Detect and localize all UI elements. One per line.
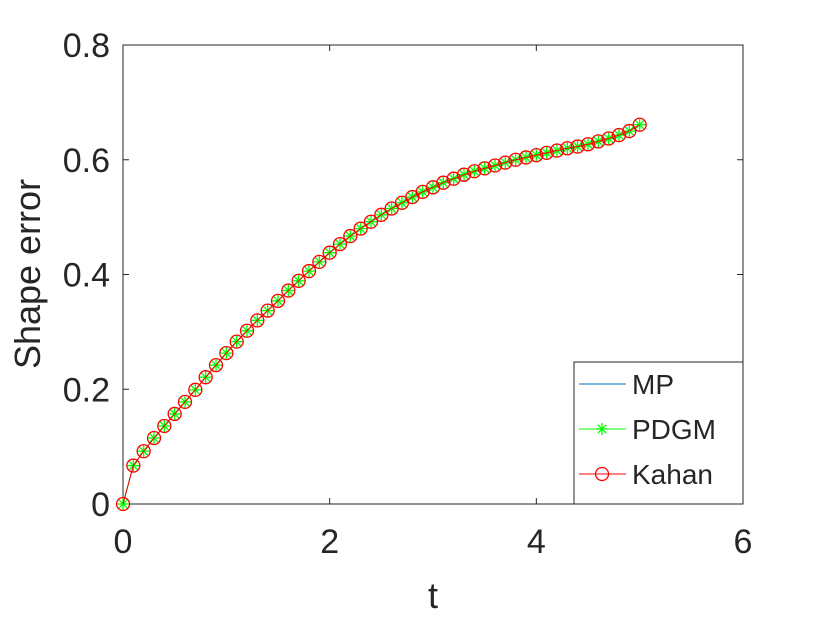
data-point-kahan (477, 161, 492, 176)
data-point-kahan (549, 143, 565, 158)
data-point-kahan (498, 155, 513, 170)
y-tick-label: 0.8 (63, 27, 110, 65)
y-axis-label: Shape error (7, 179, 48, 369)
data-point-kahan (518, 150, 534, 165)
data-point-kahan (343, 228, 358, 244)
data-point-kahan (301, 263, 317, 279)
data-point-kahan (446, 171, 461, 186)
x-tick-label: 0 (114, 523, 133, 561)
y-tick-label: 0.2 (63, 371, 110, 409)
data-point-kahan (322, 245, 337, 260)
data-point-kahan (632, 117, 647, 132)
data-point-kahan (157, 418, 172, 434)
data-point-kahan (198, 370, 213, 385)
axis-ticks: 0 2 4 6 0 0.2 0.4 0.6 0.8 (63, 27, 753, 561)
data-point-kahan (177, 394, 193, 410)
legend-item-pdgm: PDGM (579, 414, 716, 445)
legend-label-pdgm: PDGM (632, 414, 716, 445)
legend-item-kahan: Kahan (579, 459, 713, 490)
data-point-kahan (126, 458, 141, 473)
data-point-kahan (436, 175, 451, 190)
data-point-kahan (374, 207, 389, 222)
data-point-kahan (136, 444, 151, 459)
data-point-kahan (219, 345, 234, 361)
data-point-kahan (622, 123, 637, 139)
data-point-kahan (363, 214, 379, 229)
x-axis-label: t (428, 575, 438, 616)
data-point-kahan (312, 254, 327, 270)
legend-marker-pdgm (596, 423, 608, 435)
data-point-kahan (580, 137, 596, 152)
x-tick-label: 6 (734, 523, 753, 561)
legend-marker-kahan (594, 466, 610, 482)
legend-label-kahan: Kahan (632, 459, 713, 490)
x-tick-label: 4 (527, 523, 546, 561)
data-series (115, 117, 647, 512)
data-point-kahan (508, 152, 523, 167)
data-point-kahan (239, 323, 255, 338)
data-point-kahan (281, 283, 296, 298)
data-point-kahan (146, 430, 162, 446)
y-tick-label: 0.4 (63, 257, 110, 295)
data-point-kahan (353, 221, 368, 236)
x-tick-label: 2 (320, 523, 339, 561)
data-point-kahan (332, 236, 348, 252)
data-point-kahan (487, 158, 503, 173)
legend-item-mp: MP (579, 369, 674, 400)
data-point-kahan (529, 148, 544, 163)
y-tick-label: 0 (91, 486, 110, 524)
data-point-kahan (270, 293, 286, 309)
data-point-kahan (250, 313, 265, 328)
data-point-kahan (611, 127, 627, 143)
data-point-kahan (467, 164, 482, 179)
data-point-kahan (591, 134, 606, 149)
data-point-kahan (570, 139, 585, 154)
data-point-kahan (167, 406, 182, 422)
series-kahan (115, 117, 647, 512)
data-point-kahan (260, 303, 275, 318)
data-point-kahan (601, 131, 616, 146)
legend: MP PDGM Kahan (573, 361, 744, 505)
data-point-kahan (291, 273, 306, 288)
data-point-kahan (539, 145, 554, 161)
legend-label-mp: MP (632, 369, 674, 400)
y-tick-label: 0.6 (63, 142, 110, 180)
data-point-kahan (229, 334, 244, 349)
data-point-kahan (188, 382, 203, 397)
data-point-kahan (560, 141, 575, 156)
data-point-kahan (456, 167, 472, 182)
data-point-kahan (115, 496, 131, 512)
data-point-kahan (208, 358, 224, 373)
